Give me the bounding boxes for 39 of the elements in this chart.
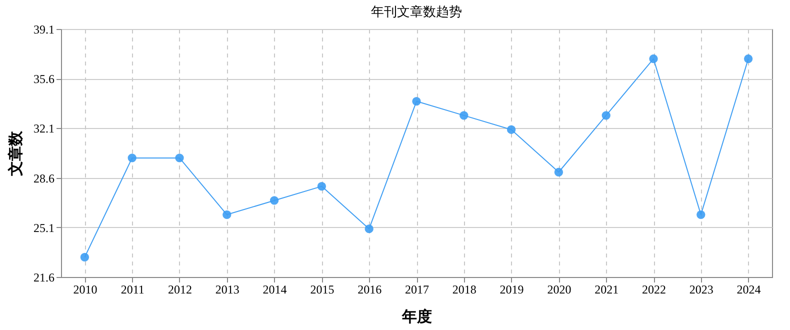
point [602,111,610,120]
x-tick-label: 2012 [168,282,192,296]
point [744,54,753,64]
x-tick-label: 2015 [310,282,334,296]
point [270,196,279,205]
x-tick-label: 2023 [689,282,714,296]
y-tick-label: 28.6 [34,171,54,186]
y-tick-label: 39.1 [34,22,54,36]
x-tick-label: 2020 [547,282,572,296]
point [554,168,564,176]
chart-title: 年刊文章数趋势 [371,4,462,19]
point [175,154,184,162]
y-tick-label: 25.1 [34,220,54,235]
point [364,224,374,234]
x-tick-label: 2024 [736,282,761,296]
x-tick-label: 2017 [405,282,429,296]
x-tick-label: 2010 [73,282,98,296]
x-tick-label: 2011 [120,282,144,296]
point [80,252,90,262]
x-tick-label: 2013 [215,282,240,296]
x-tick-label: 2021 [594,282,619,296]
y-tick-label: 32.1 [34,122,54,136]
point [317,182,326,191]
y-tick-label: 21.6 [34,270,54,284]
point [649,54,658,64]
point [128,154,136,162]
point [412,96,421,106]
x-axis-title: 年度 [401,308,432,326]
x-tick-label: 2014 [262,282,287,296]
x-tick-label: 2016 [358,282,382,296]
point [506,125,516,134]
y-axis-title: 文章数 [6,130,24,177]
x-tick-label: 2018 [452,282,476,296]
x-tick-label: 2019 [500,282,524,296]
point [460,111,468,120]
y-tick-label: 35.6 [34,72,54,86]
point [222,210,232,219]
point [696,210,706,219]
x-tick-label: 2022 [642,282,666,296]
